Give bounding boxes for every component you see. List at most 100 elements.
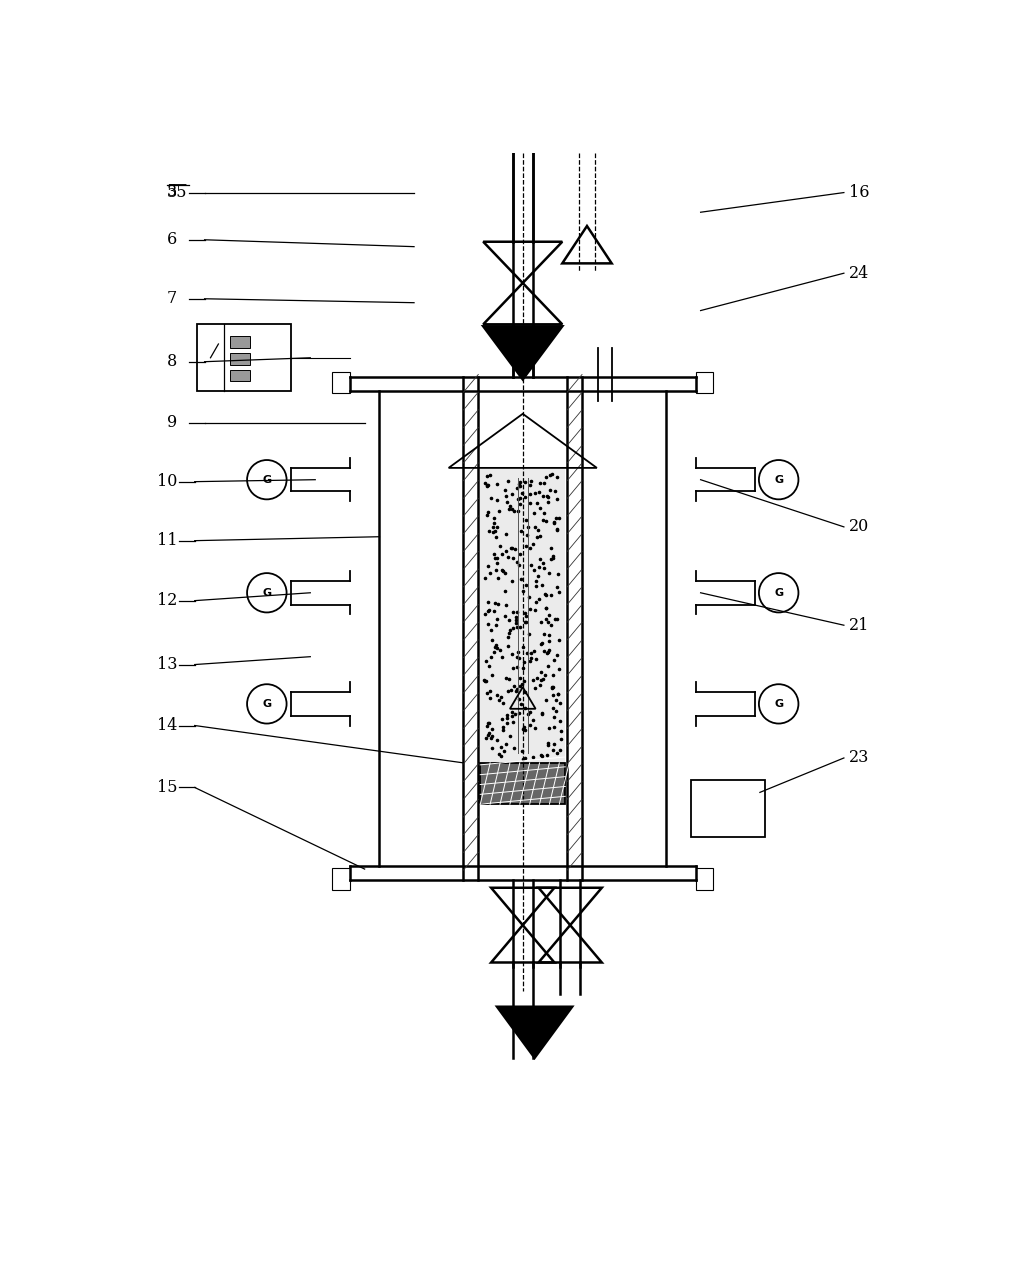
Point [531, 549, 547, 570]
Point [483, 619, 499, 640]
Point [500, 609, 517, 630]
Point [478, 466, 494, 487]
Point [480, 475, 496, 495]
Point [545, 706, 561, 727]
Point [520, 517, 536, 538]
Bar [230, 336, 250, 347]
Point [514, 658, 530, 678]
Text: G: G [773, 475, 783, 485]
Point [507, 613, 524, 633]
Point [494, 693, 511, 714]
Point [480, 600, 496, 621]
Point [531, 526, 547, 547]
Point [493, 687, 510, 707]
Point [487, 527, 503, 548]
Point [543, 538, 559, 558]
Point [507, 656, 524, 677]
Point [522, 470, 538, 490]
Point [490, 501, 506, 521]
Point [480, 502, 496, 522]
Text: 12: 12 [157, 593, 177, 609]
Point [539, 492, 555, 512]
Point [488, 517, 504, 538]
Point [517, 720, 533, 741]
Text: 9: 9 [167, 414, 177, 432]
Point [546, 480, 562, 501]
Point [536, 584, 552, 604]
Point [532, 661, 548, 682]
Point [503, 644, 520, 664]
Point [539, 488, 555, 508]
Point [535, 623, 551, 644]
Point [539, 641, 555, 661]
Point [510, 488, 526, 508]
Point [548, 577, 565, 598]
Point [541, 624, 557, 645]
Point [488, 553, 504, 573]
Point [505, 738, 522, 759]
Text: G: G [262, 475, 271, 485]
Bar [480, 467, 565, 762]
Point [522, 484, 538, 504]
Text: 7: 7 [167, 290, 177, 308]
Point [488, 489, 504, 510]
Point [507, 607, 524, 627]
Point [513, 674, 529, 695]
Point [508, 478, 525, 498]
Point [515, 748, 531, 769]
Point [552, 729, 569, 750]
Point [518, 536, 534, 557]
Point [481, 723, 497, 743]
Point [497, 524, 514, 544]
Point [476, 567, 492, 587]
Point [479, 591, 495, 612]
Point [523, 642, 539, 663]
Point [499, 547, 516, 567]
Point [527, 677, 543, 697]
Point [522, 475, 538, 495]
Point [486, 521, 502, 541]
Point [518, 605, 534, 626]
Point [494, 720, 511, 741]
Point [500, 669, 517, 690]
Point [515, 637, 531, 658]
Point [506, 539, 523, 559]
Point [537, 598, 553, 618]
Point [511, 702, 527, 723]
Point [508, 646, 525, 667]
Point [497, 595, 514, 616]
Point [550, 659, 567, 679]
Point [490, 744, 506, 765]
Point [501, 725, 518, 746]
Point [527, 593, 543, 613]
Point [544, 665, 560, 686]
Point [497, 734, 514, 755]
Point [534, 553, 550, 573]
Point [531, 589, 547, 609]
Point [537, 467, 553, 488]
Point [476, 670, 492, 691]
Point [489, 684, 505, 705]
Text: 11: 11 [157, 533, 177, 549]
Point [492, 737, 508, 757]
Point [489, 568, 505, 589]
Point [526, 559, 542, 580]
Point [525, 503, 541, 524]
Point [504, 711, 521, 732]
Point [505, 676, 522, 696]
Point [525, 670, 541, 691]
Point [535, 472, 551, 493]
Point [538, 744, 554, 765]
Point [517, 510, 533, 530]
Point [503, 571, 520, 591]
Point [479, 683, 495, 704]
Text: G: G [773, 699, 783, 709]
Point [549, 609, 566, 630]
Point [533, 704, 549, 724]
Text: 8: 8 [167, 354, 177, 370]
Point [538, 487, 554, 507]
Point [522, 538, 538, 558]
Point [485, 600, 501, 621]
Point [549, 683, 566, 704]
Text: 23: 23 [848, 750, 868, 766]
